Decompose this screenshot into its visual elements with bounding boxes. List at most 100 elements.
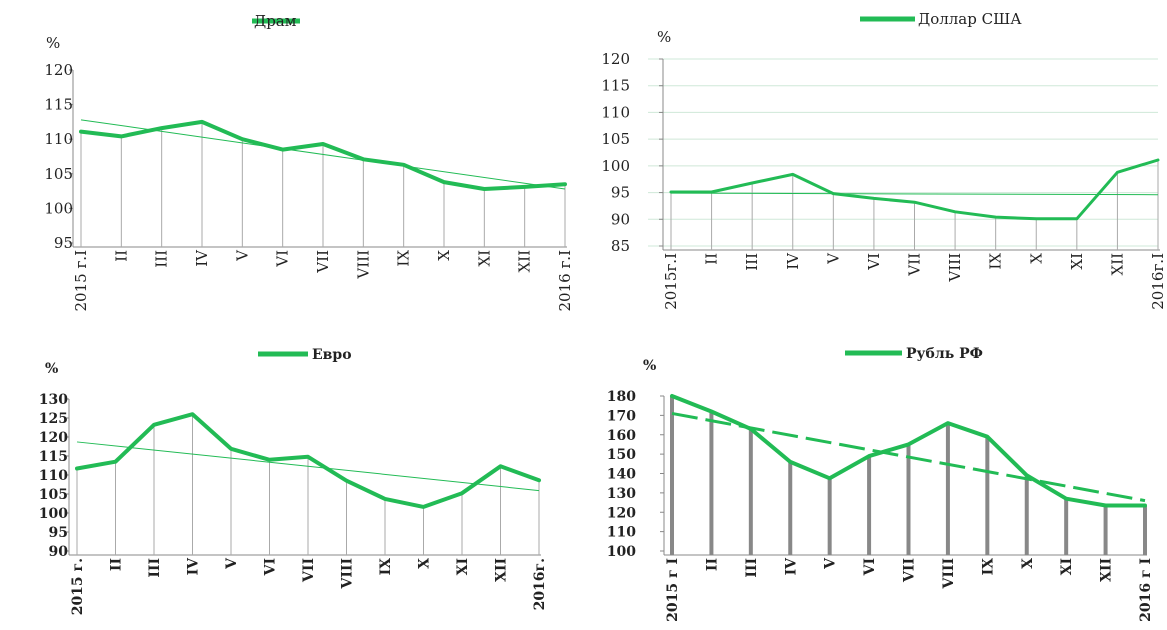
data-point <box>907 443 910 446</box>
data-point <box>268 458 271 461</box>
x-tick-label: XII <box>1108 253 1126 276</box>
data-point <box>872 197 876 200</box>
y-unit-label: % <box>643 358 656 374</box>
x-tick-label: VI <box>274 250 292 268</box>
y-tick-label: 100 <box>601 157 630 175</box>
data-point <box>710 190 713 194</box>
data-point <box>402 163 405 167</box>
data-point <box>913 200 916 204</box>
data-point <box>750 181 754 185</box>
y-tick-label: 110 <box>39 468 68 484</box>
y-unit-label: % <box>45 361 58 377</box>
y-tick-label: 90 <box>611 210 630 228</box>
y-unit-label: % <box>46 34 60 52</box>
y-tick-label: 180 <box>607 389 636 405</box>
x-tick-label: V <box>824 252 842 265</box>
x-tick-label: VI <box>862 558 878 576</box>
data-point <box>994 215 997 219</box>
x-tick-label: IV <box>784 252 802 270</box>
y-tick-label: 110 <box>607 525 636 541</box>
x-tick-label: VII <box>314 250 332 274</box>
legend-label: Доллар США <box>918 10 1022 28</box>
data-point <box>321 142 325 146</box>
x-tick-label: XII <box>516 250 534 273</box>
y-tick-label: 95 <box>54 234 73 252</box>
y-tick-label: 120 <box>607 505 636 521</box>
data-point <box>953 210 957 214</box>
x-tick-label: VIII <box>946 253 964 283</box>
x-tick-label: V <box>224 557 240 570</box>
data-point <box>867 454 871 458</box>
data-point <box>1075 217 1079 220</box>
x-tick-label: III <box>147 558 163 578</box>
x-tick-label: V <box>233 249 251 262</box>
x-tick-label: III <box>153 250 171 268</box>
data-point <box>1035 217 1038 220</box>
y-tick-label: 115 <box>601 77 630 95</box>
data-point <box>791 173 794 176</box>
data-point <box>1025 474 1028 477</box>
x-tick-label: VII <box>902 558 918 583</box>
data-point <box>152 423 156 427</box>
y-tick-label: 125 <box>39 411 68 427</box>
y-tick-label: 115 <box>44 96 73 114</box>
data-point <box>241 138 244 141</box>
y-unit-label: % <box>657 28 671 46</box>
y-tick-label: 170 <box>607 408 636 424</box>
x-tick-label: IX <box>987 253 1005 270</box>
data-point <box>442 180 446 184</box>
data-point <box>1143 504 1147 507</box>
x-tick-label: XI <box>475 250 493 267</box>
data-point <box>789 460 792 464</box>
data-point <box>537 479 541 482</box>
x-tick-label: III <box>743 253 761 271</box>
data-point <box>499 465 502 468</box>
data-point <box>120 135 123 138</box>
y-tick-label: 85 <box>611 237 630 255</box>
x-tick-label: XI <box>1059 558 1075 575</box>
y-tick-label: 105 <box>39 487 68 503</box>
data-point <box>1116 171 1119 174</box>
data-point <box>79 130 83 133</box>
x-tick-label: IV <box>783 557 799 576</box>
trend-line <box>76 441 540 492</box>
trend-line <box>670 192 1159 196</box>
x-tick-label: 2015г.I <box>662 253 680 310</box>
x-tick-label: IV <box>186 557 202 576</box>
data-point <box>306 455 310 458</box>
y-tick-label: 100 <box>607 544 636 560</box>
y-tick-label: 95 <box>611 184 630 202</box>
y-tick-label: 120 <box>39 430 68 446</box>
x-tick-label: IX <box>378 558 394 576</box>
legend-label: Драм <box>254 12 297 30</box>
y-tick-label: 120 <box>44 61 73 79</box>
x-tick-label: VI <box>263 558 279 576</box>
y-tick-label: 130 <box>39 392 68 408</box>
data-point <box>383 497 387 501</box>
y-tick-label: 115 <box>39 449 68 465</box>
data-point <box>986 435 989 438</box>
x-tick-label: XI <box>1068 253 1086 270</box>
data-point <box>281 148 284 151</box>
data-point <box>160 126 163 130</box>
x-tick-label: VIII <box>354 250 372 280</box>
x-tick-label: X <box>1020 558 1036 569</box>
data-point <box>832 192 835 195</box>
x-tick-label: 2016г.I <box>1149 253 1167 310</box>
x-tick-label: X <box>417 558 433 569</box>
y-tick-label: 160 <box>607 428 636 444</box>
data-point <box>200 120 204 124</box>
x-tick-label: 2015 г. <box>70 558 86 615</box>
data-point <box>828 477 831 480</box>
y-tick-label: 150 <box>607 447 636 463</box>
x-tick-label: 2016г. <box>532 558 548 610</box>
x-tick-label: VIII <box>941 558 957 590</box>
data-point <box>523 185 526 189</box>
x-tick-label: IV <box>193 249 211 267</box>
x-tick-label: XII <box>1099 558 1115 582</box>
y-tick-label: 120 <box>601 50 630 68</box>
data-point <box>483 187 486 191</box>
